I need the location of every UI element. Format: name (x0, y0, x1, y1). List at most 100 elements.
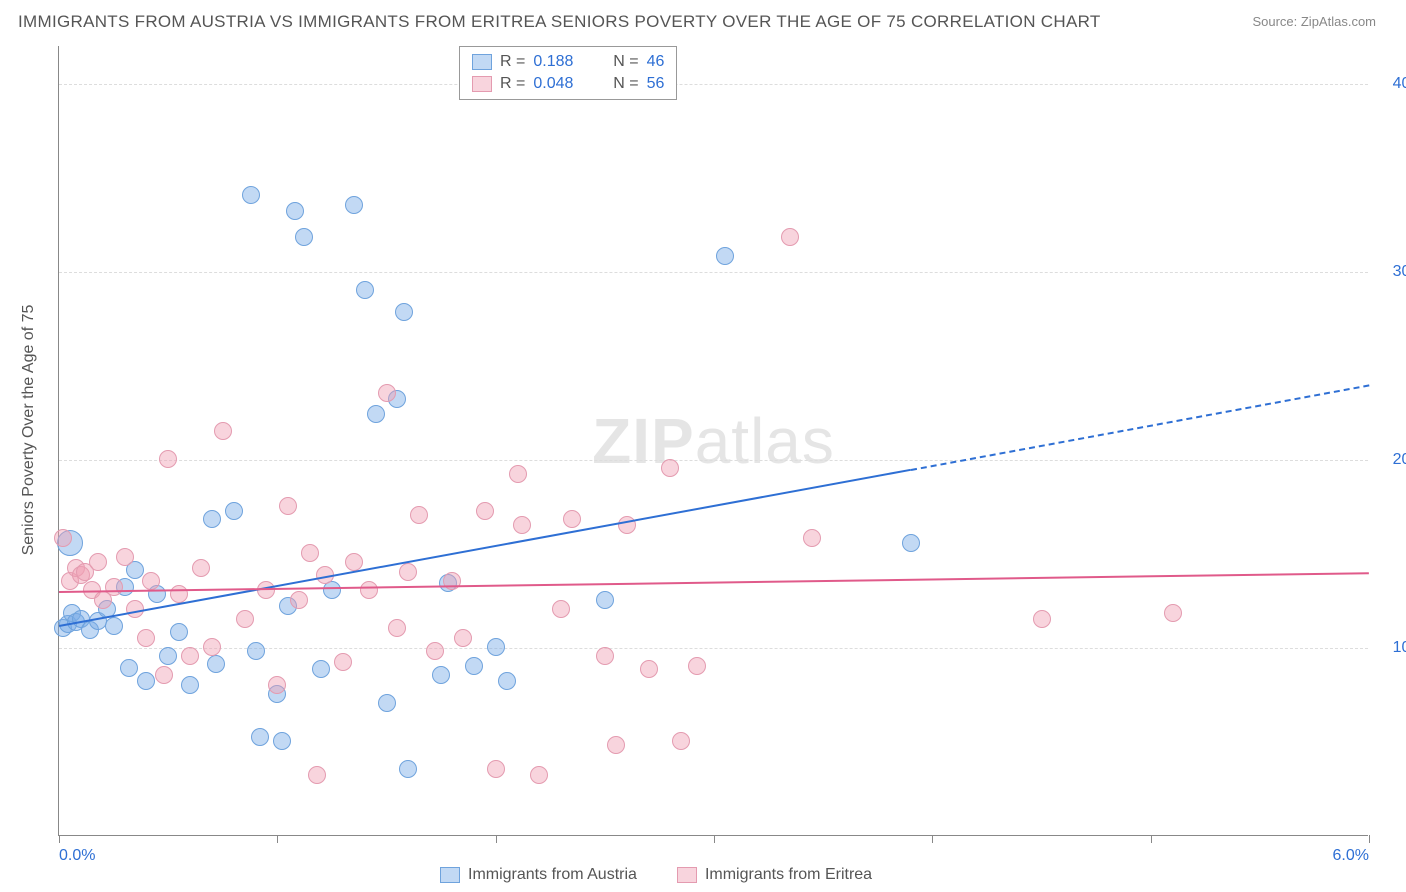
data-point-eritrea (552, 600, 570, 618)
swatch-austria (472, 54, 492, 70)
x-tick (932, 835, 933, 843)
data-point-austria (312, 660, 330, 678)
data-point-eritrea (596, 647, 614, 665)
data-point-austria (487, 638, 505, 656)
stats-row-austria: R = 0.188 N = 46 (472, 51, 664, 73)
gridline (59, 84, 1368, 85)
data-point-austria (137, 672, 155, 690)
data-point-eritrea (236, 610, 254, 628)
watermark-light: atlas (695, 405, 835, 477)
data-point-eritrea (781, 228, 799, 246)
x-tick (496, 835, 497, 843)
data-point-austria (902, 534, 920, 552)
data-point-austria (596, 591, 614, 609)
data-point-austria (170, 623, 188, 641)
swatch-eritrea (677, 867, 697, 883)
data-point-eritrea (89, 553, 107, 571)
data-point-austria (378, 694, 396, 712)
data-point-eritrea (54, 529, 72, 547)
data-point-austria (203, 510, 221, 528)
legend-label-austria: Immigrants from Austria (468, 866, 637, 884)
data-point-eritrea (345, 553, 363, 571)
x-tick (59, 835, 60, 843)
data-point-eritrea (640, 660, 658, 678)
data-point-eritrea (399, 563, 417, 581)
data-point-eritrea (137, 629, 155, 647)
gridline (59, 272, 1368, 273)
x-tick (277, 835, 278, 843)
data-point-austria (120, 659, 138, 677)
data-point-eritrea (378, 384, 396, 402)
data-point-eritrea (607, 736, 625, 754)
data-point-eritrea (181, 647, 199, 665)
data-point-eritrea (192, 559, 210, 577)
data-point-eritrea (509, 465, 527, 483)
y-tick-label: 20.0% (1378, 451, 1406, 469)
x-tick (714, 835, 715, 843)
data-point-eritrea (308, 766, 326, 784)
data-point-eritrea (116, 548, 134, 566)
data-point-austria (432, 666, 450, 684)
data-point-austria (716, 247, 734, 265)
x-tick-label: 0.0% (59, 847, 95, 865)
legend-item-eritrea: Immigrants from Eritrea (677, 866, 872, 884)
data-point-austria (225, 502, 243, 520)
data-point-austria (242, 186, 260, 204)
stat-label-R: R = (500, 75, 525, 93)
stat-value-N: 56 (647, 75, 665, 93)
data-point-eritrea (301, 544, 319, 562)
stat-value-R: 0.188 (533, 53, 588, 71)
data-point-eritrea (1164, 604, 1182, 622)
data-point-eritrea (105, 578, 123, 596)
data-point-austria (295, 228, 313, 246)
gridline (59, 460, 1368, 461)
data-point-eritrea (513, 516, 531, 534)
data-point-eritrea (159, 450, 177, 468)
data-point-austria (207, 655, 225, 673)
chart-container: IMMIGRANTS FROM AUSTRIA VS IMMIGRANTS FR… (0, 0, 1406, 892)
data-point-eritrea (661, 459, 679, 477)
trendline-austria-ext (910, 385, 1369, 472)
data-point-austria (247, 642, 265, 660)
data-point-austria (345, 196, 363, 214)
watermark-bold: ZIP (592, 405, 695, 477)
data-point-eritrea (155, 666, 173, 684)
data-point-eritrea (388, 619, 406, 637)
data-point-eritrea (618, 516, 636, 534)
plot-area: ZIPatlas 10.0%20.0%30.0%40.0%0.0%6.0%R =… (58, 46, 1368, 836)
data-point-eritrea (1033, 610, 1051, 628)
data-point-eritrea (279, 497, 297, 515)
series-legend: Immigrants from Austria Immigrants from … (440, 866, 872, 884)
data-point-eritrea (257, 581, 275, 599)
data-point-austria (465, 657, 483, 675)
chart-title: IMMIGRANTS FROM AUSTRIA VS IMMIGRANTS FR… (18, 12, 1101, 32)
stat-label-N: N = (613, 53, 638, 71)
data-point-eritrea (476, 502, 494, 520)
source-label: Source: ZipAtlas.com (1252, 14, 1376, 29)
data-point-eritrea (454, 629, 472, 647)
swatch-austria (440, 867, 460, 883)
data-point-austria (356, 281, 374, 299)
data-point-eritrea (672, 732, 690, 750)
data-point-eritrea (290, 591, 308, 609)
data-point-austria (498, 672, 516, 690)
data-point-eritrea (530, 766, 548, 784)
data-point-eritrea (410, 506, 428, 524)
data-point-eritrea (203, 638, 221, 656)
data-point-austria (251, 728, 269, 746)
stat-value-R: 0.048 (533, 75, 588, 93)
stat-value-N: 46 (647, 53, 665, 71)
x-tick-label: 6.0% (1333, 847, 1369, 865)
data-point-eritrea (170, 585, 188, 603)
data-point-eritrea (268, 676, 286, 694)
trendline-austria (59, 469, 911, 627)
data-point-eritrea (487, 760, 505, 778)
y-tick-label: 40.0% (1378, 75, 1406, 93)
data-point-eritrea (142, 572, 160, 590)
x-tick (1151, 835, 1152, 843)
data-point-austria (159, 647, 177, 665)
data-point-eritrea (360, 581, 378, 599)
data-point-austria (395, 303, 413, 321)
legend-item-austria: Immigrants from Austria (440, 866, 637, 884)
x-tick (1369, 835, 1370, 843)
